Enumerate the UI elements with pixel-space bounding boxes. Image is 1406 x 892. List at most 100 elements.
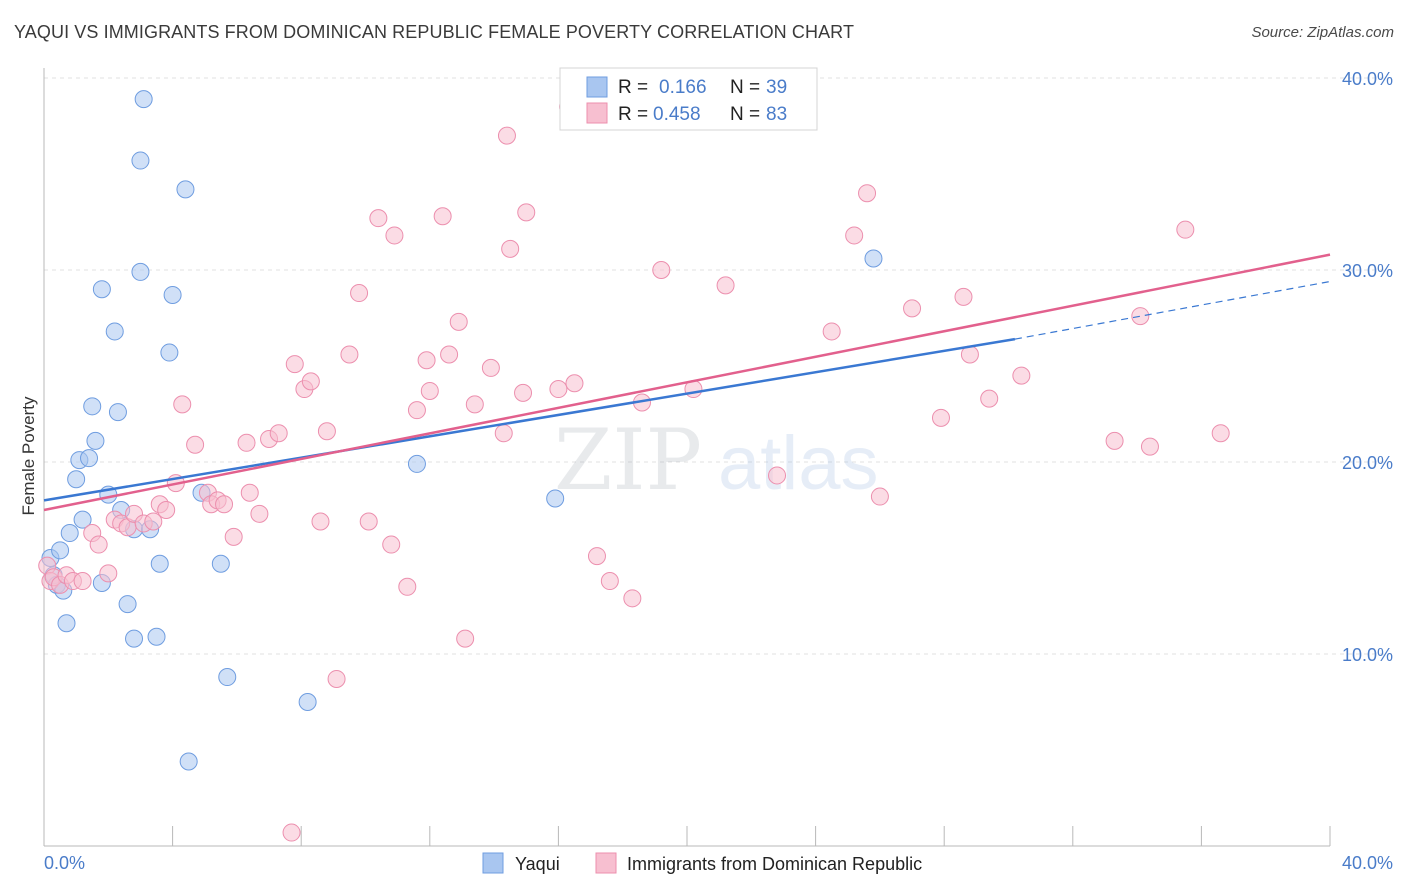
point-yaqui: [73, 510, 92, 529]
watermark-zip: ZIP: [554, 411, 702, 509]
legend-r-label-2: R =: [618, 104, 648, 125]
bottom-legend-label-yaqui: Yaqui: [515, 854, 560, 874]
bottom-legend-swatch-yaqui: [482, 852, 504, 874]
y-tick-label: 20.0%: [1342, 453, 1393, 473]
point-dominican: [497, 126, 516, 145]
bottom-legend-label-dominican: Immigrants from Dominican Republic: [627, 854, 922, 874]
point-dominican: [600, 572, 619, 591]
x-tick-label-min: 0.0%: [44, 853, 85, 873]
point-dominican: [282, 823, 301, 842]
point-dominican: [954, 287, 973, 306]
point-dominican: [514, 383, 533, 402]
legend-swatch-yaqui: [586, 76, 608, 98]
trend-lines: [43, 253, 1331, 512]
watermark: ZIP atlas: [554, 411, 879, 509]
legend-r-value-2: 0.458: [653, 104, 701, 125]
point-dominican: [157, 501, 176, 519]
legend-r-value-1: 0.166: [659, 77, 707, 98]
legend-box: R = 0.166 N = 39 R = 0.458 N = 83: [559, 67, 818, 131]
point-dominican: [1176, 220, 1195, 239]
y-tick-labels: 10.0% 20.0% 30.0% 40.0%: [1342, 69, 1393, 665]
source-label: Source: ZipAtlas.com: [1251, 24, 1394, 41]
point-dominican: [1131, 307, 1150, 326]
point-dominican: [215, 495, 234, 514]
point-yaqui: [105, 322, 124, 341]
point-dominican: [99, 564, 118, 583]
point-yaqui: [131, 151, 150, 170]
point-dominican: [1105, 431, 1124, 450]
point-dominican: [440, 345, 459, 364]
point-dominican: [382, 535, 401, 554]
point-dominican: [565, 374, 584, 393]
point-dominican: [417, 351, 436, 370]
point-dominican: [465, 395, 484, 414]
point-yaqui: [163, 285, 182, 304]
point-yaqui: [92, 280, 111, 299]
legend-n-value-1: 39: [766, 77, 787, 98]
point-yaqui: [108, 403, 127, 422]
point-dominican: [269, 424, 288, 443]
point-dominican: [340, 345, 359, 364]
point-yaqui: [131, 262, 150, 281]
point-yaqui: [147, 627, 166, 646]
point-dominican: [369, 209, 388, 228]
trend-line-yaqui-extension: [1014, 280, 1331, 340]
y-tick-label: 40.0%: [1342, 69, 1393, 89]
point-dominican: [144, 512, 163, 531]
point-dominican: [311, 512, 330, 531]
point-yaqui: [211, 554, 230, 573]
point-yaqui: [134, 90, 153, 109]
point-yaqui: [118, 595, 137, 614]
trend-line-yaqui: [43, 337, 1016, 502]
point-dominican: [931, 408, 950, 427]
point-dominican: [980, 389, 999, 408]
point-dominican: [385, 226, 404, 245]
point-dominican: [398, 577, 417, 596]
point-yaqui: [86, 431, 105, 450]
point-dominican: [449, 312, 468, 331]
point-dominican: [716, 276, 735, 295]
point-dominican: [494, 424, 513, 443]
point-dominican: [240, 483, 259, 502]
point-dominican: [173, 395, 192, 414]
point-dominican: [433, 207, 452, 226]
watermark-atlas: atlas: [718, 421, 879, 506]
point-dominican: [250, 504, 269, 523]
legend-n-label-1: N =: [730, 77, 760, 98]
y-axis-title: Female Poverty: [19, 396, 38, 516]
gridlines: [44, 77, 1392, 655]
point-dominican: [1140, 437, 1159, 456]
point-dominican: [456, 629, 475, 648]
point-dominican: [420, 381, 439, 400]
point-dominican: [845, 226, 864, 245]
point-dominican: [517, 203, 536, 222]
point-yaqui: [218, 668, 237, 687]
point-dominican: [359, 512, 378, 531]
point-yaqui: [546, 489, 565, 508]
point-dominican: [858, 184, 877, 203]
point-dominican: [89, 535, 108, 554]
point-yaqui: [60, 524, 79, 543]
point-dominican: [870, 487, 889, 506]
point-yaqui: [298, 693, 317, 711]
point-dominican: [501, 239, 520, 258]
point-dominican: [237, 433, 256, 452]
point-yaqui: [80, 449, 99, 468]
y-tick-label: 30.0%: [1342, 261, 1393, 281]
point-dominican: [73, 572, 92, 591]
point-dominican: [822, 322, 841, 341]
point-dominican: [224, 527, 243, 546]
point-dominican: [1012, 366, 1031, 385]
point-dominican: [301, 372, 320, 391]
point-dominican: [407, 401, 426, 420]
point-dominican: [317, 422, 336, 441]
point-yaqui: [407, 454, 426, 473]
legend-n-label-2: N =: [730, 104, 760, 125]
point-yaqui: [150, 554, 169, 573]
point-yaqui: [179, 752, 198, 771]
point-dominican: [623, 589, 642, 608]
point-dominican: [350, 284, 369, 303]
trend-line-dominican: [43, 253, 1331, 512]
bottom-legend-swatch-dominican: [595, 852, 617, 874]
point-dominican: [768, 466, 787, 485]
